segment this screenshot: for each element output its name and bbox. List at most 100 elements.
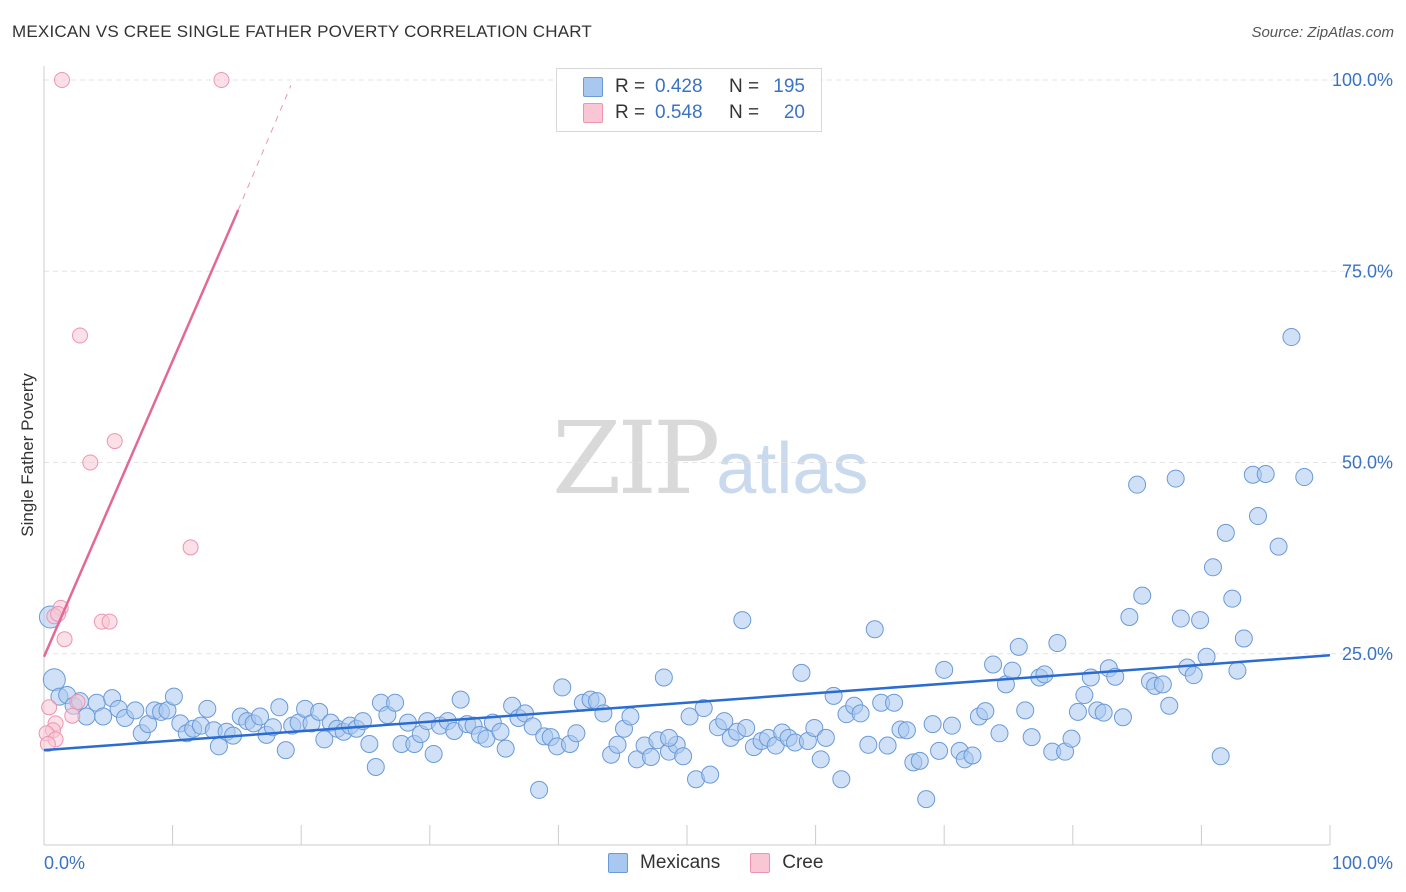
data-point-mexicans <box>984 655 1003 674</box>
data-point-mexicans <box>1282 328 1301 347</box>
series-swatch-cree <box>750 853 771 873</box>
data-point-mexicans <box>715 712 734 731</box>
data-point-mexicans <box>1062 729 1081 748</box>
data-point-mexicans <box>910 751 929 770</box>
data-point-cree <box>41 699 58 716</box>
data-point-mexicans <box>386 693 405 712</box>
series-label-cree: Cree <box>782 852 824 873</box>
data-point-mexicans <box>1048 634 1067 653</box>
data-point-mexicans <box>310 702 329 721</box>
data-point-mexicans <box>1269 537 1288 556</box>
data-point-mexicans <box>942 716 961 735</box>
trend-line-mexicans <box>43 654 1331 752</box>
data-point-mexicans <box>1184 666 1203 685</box>
data-point-cree <box>82 454 99 471</box>
series-legend: Mexicans Cree <box>608 852 853 874</box>
data-point-mexicans <box>1216 523 1235 542</box>
data-point-mexicans <box>1003 661 1022 680</box>
series-swatch-mexicans <box>608 853 628 873</box>
data-point-mexicans <box>816 728 835 747</box>
data-point-cree <box>39 736 56 753</box>
legend-row-cree: R = 0.548 N = 20 <box>583 101 805 125</box>
data-point-mexicans <box>1022 728 1041 747</box>
data-point-mexicans <box>930 741 949 760</box>
data-point-mexicans <box>366 757 385 776</box>
data-point-mexicans <box>792 663 811 682</box>
data-point-mexicans <box>1166 469 1185 488</box>
x-tick-label: 0.0% <box>44 853 85 873</box>
data-point-mexicans <box>315 730 334 749</box>
data-point-mexicans <box>1191 611 1210 630</box>
series-legend-cree[interactable]: Cree <box>750 852 823 874</box>
data-point-mexicans <box>641 748 660 767</box>
series-legend-mexicans[interactable]: Mexicans <box>608 852 720 874</box>
data-point-mexicans <box>608 735 627 754</box>
y-tick-label: 100.0% <box>1332 70 1393 90</box>
legend-n-label: N = <box>729 102 760 123</box>
y-tick-label: 75.0% <box>1342 261 1393 281</box>
data-point-mexicans <box>805 718 824 737</box>
data-point-mexicans <box>1016 701 1035 720</box>
data-point-mexicans <box>1234 629 1253 648</box>
legend-r-value: 0.428 <box>655 76 703 97</box>
data-point-cree <box>54 72 71 88</box>
watermark-zip: ZIP <box>552 400 720 517</box>
data-point-mexicans <box>276 741 295 760</box>
y-axis-label: Single Father Poverty <box>18 373 37 537</box>
data-point-mexicans <box>1248 507 1267 526</box>
data-point-mexicans <box>1153 675 1172 694</box>
data-point-mexicans <box>164 687 183 706</box>
axis-layer <box>43 66 1331 846</box>
watermark-atlas: atlas <box>716 429 869 509</box>
data-point-mexicans <box>42 668 66 692</box>
legend-r-label: R = <box>615 102 646 123</box>
trend-line-cree <box>42 209 240 658</box>
data-point-mexicans <box>865 620 884 639</box>
data-point-mexicans <box>567 724 586 743</box>
data-point-mexicans <box>885 693 904 712</box>
data-point-cree <box>106 433 123 450</box>
data-point-mexicans <box>1094 703 1113 722</box>
data-point-mexicans <box>976 702 995 721</box>
data-point-mexicans <box>1133 586 1152 605</box>
data-point-mexicans <box>963 746 982 765</box>
data-point-mexicans <box>680 707 699 726</box>
data-point-mexicans <box>859 735 878 754</box>
data-point-mexicans <box>1203 558 1222 577</box>
series-label-mexicans: Mexicans <box>640 852 721 873</box>
data-point-mexicans <box>1075 686 1094 705</box>
data-point-cree <box>213 72 230 88</box>
data-point-mexicans <box>621 707 640 726</box>
data-point-mexicans <box>917 790 936 809</box>
data-point-mexicans <box>674 747 693 766</box>
y-tick-label: 50.0% <box>1342 453 1393 473</box>
data-point-cree <box>182 539 199 556</box>
data-point-mexicans <box>1295 468 1314 487</box>
data-point-mexicans <box>1256 464 1275 483</box>
data-point-mexicans <box>824 686 843 705</box>
data-point-mexicans <box>990 724 1009 743</box>
data-point-mexicans <box>737 718 756 737</box>
data-point-mexicans <box>1068 702 1087 721</box>
source-label: Source: ZipAtlas.com <box>1251 24 1394 41</box>
data-point-mexicans <box>1171 609 1190 628</box>
point-layer <box>38 72 1314 809</box>
legend-n-value: 20 <box>783 102 805 123</box>
data-point-mexicans <box>360 735 379 754</box>
trend-layer <box>42 85 1331 752</box>
data-point-mexicans <box>935 660 954 679</box>
data-point-mexicans <box>654 668 673 687</box>
legend-r-label: R = <box>615 76 646 97</box>
data-point-mexicans <box>811 750 830 769</box>
legend-n-label: N = <box>729 76 760 97</box>
data-point-mexicans <box>496 739 515 758</box>
data-point-mexicans <box>424 744 443 763</box>
chart-title: MEXICAN VS CREE SINGLE FATHER POVERTY CO… <box>12 22 592 41</box>
legend-row-mexicans: R = 0.428 N = 195 <box>583 75 805 99</box>
data-point-mexicans <box>251 707 270 726</box>
data-point-cree <box>72 327 89 344</box>
data-point-mexicans <box>94 707 113 726</box>
data-point-mexicans <box>733 611 752 630</box>
data-point-mexicans <box>1035 665 1054 684</box>
data-point-cree <box>64 707 81 724</box>
